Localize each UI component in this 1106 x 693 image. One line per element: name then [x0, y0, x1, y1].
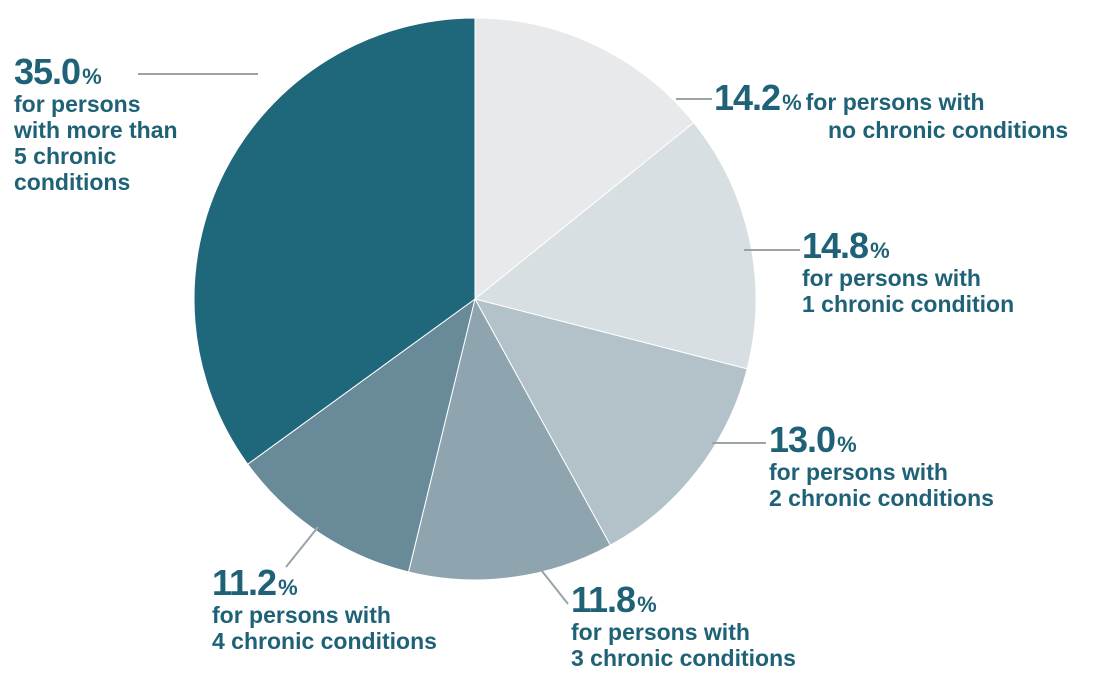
slice-percent-sign-0: % [782, 90, 802, 115]
leader-line-4 [285, 526, 319, 568]
slice-percent-2: 13.0 [769, 419, 836, 460]
slice-desc-0-line-0: for persons with [805, 89, 985, 115]
slice-desc-1-line-0: for persons with [802, 265, 981, 292]
slice-percent-0: 14.2 [714, 77, 781, 118]
slice-desc-5-line-1: with more than [14, 117, 178, 144]
pie-slice-0 [474, 17, 695, 301]
pie-slice-1 [473, 121, 757, 370]
slice-label-4: 11.2% for persons with 4 chronic conditi… [212, 562, 437, 655]
pie-slice-5 [193, 17, 476, 465]
pie-slice-2 [474, 298, 748, 546]
slice-percent-sign-1: % [870, 238, 890, 263]
slice-label-5: 35.0% for persons with more than 5 chron… [14, 51, 178, 195]
slice-label-1: 14.8% for persons with 1 chronic conditi… [802, 225, 1015, 318]
leader-line-3 [537, 565, 569, 605]
slice-desc-0-line-1: no chronic conditions [828, 117, 1069, 144]
slice-desc-3-line-0: for persons with [571, 619, 750, 646]
pie-slice-4 [246, 297, 476, 573]
slice-desc-1-line-1: 1 chronic condition [802, 291, 1015, 318]
slice-percent-4: 11.2 [212, 562, 277, 603]
slice-percent-1: 14.8 [802, 225, 869, 266]
slice-label-2: 13.0% for persons with 2 chronic conditi… [769, 419, 994, 512]
slice-percent-3: 11.8 [571, 579, 636, 620]
slice-label-0: 14.2% for persons with no chronic conditi… [714, 77, 1069, 144]
slice-percent-sign-4: % [278, 575, 298, 600]
slice-desc-5-line-3: conditions [14, 168, 131, 195]
slice-percent-sign-5: % [82, 64, 102, 89]
slice-percent-sign-3: % [637, 592, 657, 617]
slice-desc-2-line-0: for persons with [769, 459, 948, 486]
slice-label-3: 11.8% for persons with 3 chronic conditi… [571, 579, 796, 672]
slice-desc-2-line-1: 2 chronic conditions [769, 485, 994, 512]
slice-desc-5-line-2: 5 chronic [14, 142, 117, 169]
slice-percent-sign-2: % [837, 432, 857, 457]
slice-desc-4-line-1: 4 chronic conditions [212, 628, 437, 655]
slice-desc-5-line-0: for persons [14, 91, 141, 118]
pie-slice-3 [407, 297, 612, 581]
slice-desc-4-line-0: for persons with [212, 602, 391, 629]
slice-desc-3-line-1: 3 chronic conditions [571, 645, 796, 672]
slice-percent-5: 35.0 [14, 51, 81, 92]
